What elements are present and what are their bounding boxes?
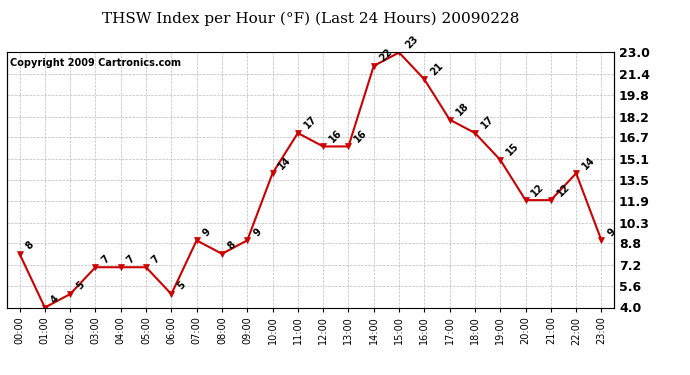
Text: 14: 14 (277, 154, 293, 171)
Text: 17: 17 (479, 114, 495, 131)
Text: 21: 21 (428, 60, 445, 77)
Text: 12: 12 (530, 182, 546, 198)
Text: 9: 9 (606, 226, 618, 238)
Text: 5: 5 (75, 280, 86, 292)
Text: 5: 5 (175, 280, 188, 292)
Text: THSW Index per Hour (°F) (Last 24 Hours) 20090228: THSW Index per Hour (°F) (Last 24 Hours)… (102, 11, 519, 26)
Text: 14: 14 (580, 154, 597, 171)
Text: 15: 15 (504, 141, 521, 158)
Text: 16: 16 (353, 128, 369, 144)
Text: 16: 16 (327, 128, 344, 144)
Text: 7: 7 (150, 253, 162, 265)
Text: 9: 9 (251, 226, 264, 238)
Text: 17: 17 (302, 114, 319, 131)
Text: Copyright 2009 Cartronics.com: Copyright 2009 Cartronics.com (10, 58, 181, 68)
Text: 23: 23 (403, 34, 420, 50)
Text: 12: 12 (555, 182, 571, 198)
Text: 9: 9 (201, 226, 213, 238)
Text: 7: 7 (125, 253, 137, 265)
Text: 18: 18 (454, 101, 471, 117)
Text: 8: 8 (226, 240, 238, 252)
Text: 22: 22 (378, 47, 395, 64)
Text: 4: 4 (49, 294, 61, 305)
Text: 7: 7 (99, 253, 112, 265)
Text: 8: 8 (23, 240, 36, 252)
